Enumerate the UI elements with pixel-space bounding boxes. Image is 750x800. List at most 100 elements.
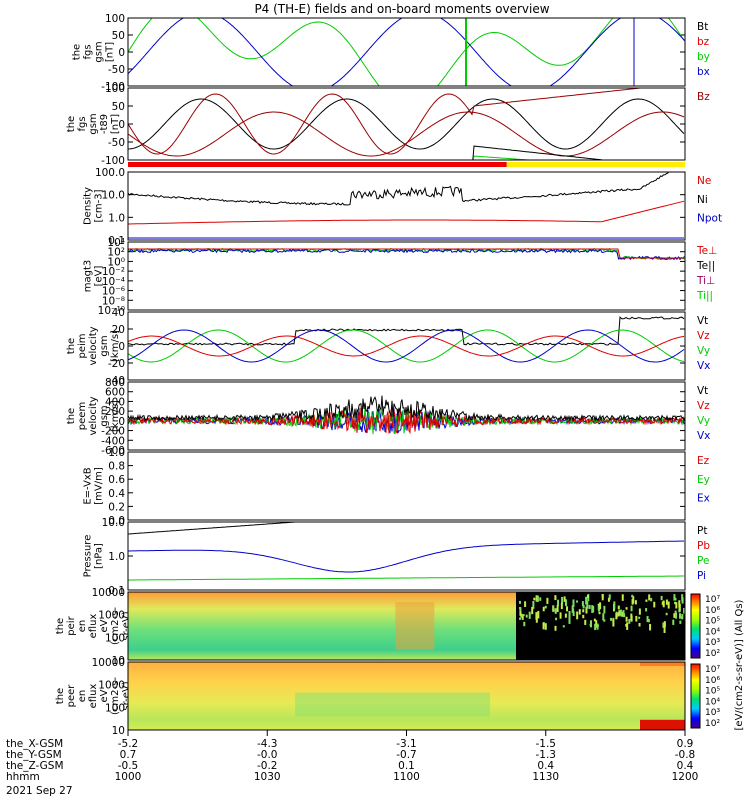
- y-axis-label: the: [55, 618, 66, 634]
- spectrogram-pixel: [582, 609, 585, 613]
- y-tick-label: 100: [105, 632, 125, 644]
- spectrogram-pixel: [667, 601, 670, 609]
- y-axis-label: fgs: [77, 116, 88, 131]
- series-bt: [128, 98, 685, 150]
- hhmm-value: 1130: [532, 771, 559, 783]
- spectrogram-pixel: [678, 603, 681, 612]
- series-group: [128, 395, 685, 435]
- legend-entry: Ti⊥: [696, 275, 715, 287]
- spectrogram-pixel: [532, 601, 535, 609]
- series-group: [128, 592, 685, 660]
- spectrogram-pixel: [678, 613, 681, 619]
- spectrogram-pixel: [552, 605, 555, 611]
- spectrogram-pixel: [674, 601, 677, 605]
- panel-frame: [127, 451, 686, 521]
- spectrogram-pixel: [546, 597, 549, 604]
- mode-segment: [506, 162, 685, 167]
- series-vz: [128, 407, 685, 435]
- panel-density: 100.0 10.0 1.0 0.1 Density [cm-3] Ne Ni Npot: [83, 167, 723, 247]
- spectrogram-pixel: [626, 622, 629, 630]
- spectrogram-pixel: [585, 596, 588, 605]
- spectrogram-pixel: [586, 595, 589, 598]
- y-gsm-value: -0.0: [257, 749, 278, 761]
- spectrogram-pixel: [593, 618, 596, 622]
- spectrogram-pixel: [645, 607, 648, 612]
- spectrogram-pixel: [557, 599, 560, 606]
- spectrogram-pixel: [554, 608, 557, 614]
- y-gsm-value: 0.7: [120, 749, 137, 761]
- legend-entry: Vt: [697, 385, 708, 397]
- spectrogram-pixel: [581, 601, 584, 607]
- y-tick-label: 10⁻⁴: [102, 276, 125, 288]
- panel-peer-spectrogram: 10000 1000 100 10 the peer en eflux eV (cm2-s-sr-…: [55, 657, 720, 737]
- y-axis-label: gsm: [99, 405, 110, 426]
- spectrogram-pixel: [533, 597, 536, 601]
- series-vx: [128, 329, 685, 363]
- legend-entry: Ni: [697, 194, 708, 206]
- spectrogram-pixel: [578, 609, 581, 615]
- series-group: [128, 247, 685, 261]
- spectrogram-pixel: [582, 614, 585, 619]
- y-gsm-value: -0.7: [396, 749, 417, 761]
- y-axis-label: the: [66, 116, 77, 132]
- hhmm-value: 1000: [115, 771, 142, 783]
- spectrogram-pixel: [599, 602, 602, 610]
- spectrogram-pixel: [622, 610, 625, 617]
- y-axis-label: velocity: [88, 396, 99, 435]
- spectrogram-pixel: [653, 601, 656, 608]
- y-axis-label: Pressure: [83, 535, 94, 578]
- y-axis-label: gsm: [99, 335, 110, 356]
- legend-entry: Ex: [697, 493, 710, 505]
- y-axis-label: gsm: [94, 41, 105, 62]
- y-axis-label: the: [66, 338, 77, 354]
- colorbar-tick-label: 10⁶: [705, 606, 720, 616]
- legend-entry: Vz: [697, 400, 710, 412]
- spectrogram-feature: [640, 719, 685, 730]
- spectrogram-pixel: [523, 621, 526, 627]
- spectrogram-feature: [295, 692, 491, 717]
- spectrogram-pixel: [683, 608, 685, 614]
- spectrogram-pixel: [519, 617, 522, 620]
- spectrogram-pixel: [615, 613, 618, 620]
- spectrogram-pixel: [612, 619, 615, 627]
- legend-entry: Vz: [697, 330, 710, 342]
- hhmm-value: 1030: [254, 771, 281, 783]
- spectrogram-pixel: [601, 594, 604, 601]
- spectrogram-pixel: [630, 605, 633, 612]
- series-ti-perp: [128, 248, 685, 261]
- legend-entry: Te||: [696, 260, 715, 272]
- legend-entry: Te⊥: [696, 245, 717, 257]
- spectrogram-pixel: [542, 606, 545, 612]
- spectrogram-pixel: [542, 622, 545, 630]
- legend-entry: Pi: [697, 570, 706, 582]
- spectrogram-empty: [516, 592, 685, 660]
- spectrogram-pixel: [576, 611, 579, 620]
- panel-peim-velocity: 40 20 0 -20 -40 the peim velocity gsm [km/s] Vt Vz V…: [66, 307, 710, 387]
- spectrogram-pixel: [559, 612, 562, 619]
- y-tick-label: 10⁻¹⁰: [98, 305, 125, 317]
- y-tick-label: 0: [118, 416, 125, 428]
- panel-frame: [127, 591, 686, 661]
- spectrogram-pixel: [608, 594, 611, 600]
- spectrogram-pixel: [625, 616, 628, 622]
- y-axis-label: sr-eV): [121, 681, 132, 710]
- colorbar-tick-label: 10⁶: [705, 676, 720, 686]
- x-gsm-value: -1.5: [536, 738, 557, 750]
- spectrogram-pixel: [561, 596, 564, 605]
- colorbar-tick-label: 10⁵: [705, 687, 720, 697]
- y-tick-label: 10.0: [102, 517, 125, 529]
- y-tick-label: -400: [101, 435, 125, 447]
- legend-entry: Vy: [697, 345, 710, 357]
- spectrogram-pixel: [555, 617, 558, 621]
- y-axis-label: fgs: [83, 44, 94, 59]
- y-tick-label: 800: [105, 377, 125, 389]
- y-axis-label: (cm2-s-: [110, 607, 121, 645]
- spectrogram-pixel: [521, 614, 524, 620]
- spectrogram-pixel: [544, 623, 547, 630]
- y-tick-label: -50: [108, 64, 125, 76]
- spectrogram-pixel: [572, 599, 575, 608]
- spectrogram-pixel: [675, 612, 678, 619]
